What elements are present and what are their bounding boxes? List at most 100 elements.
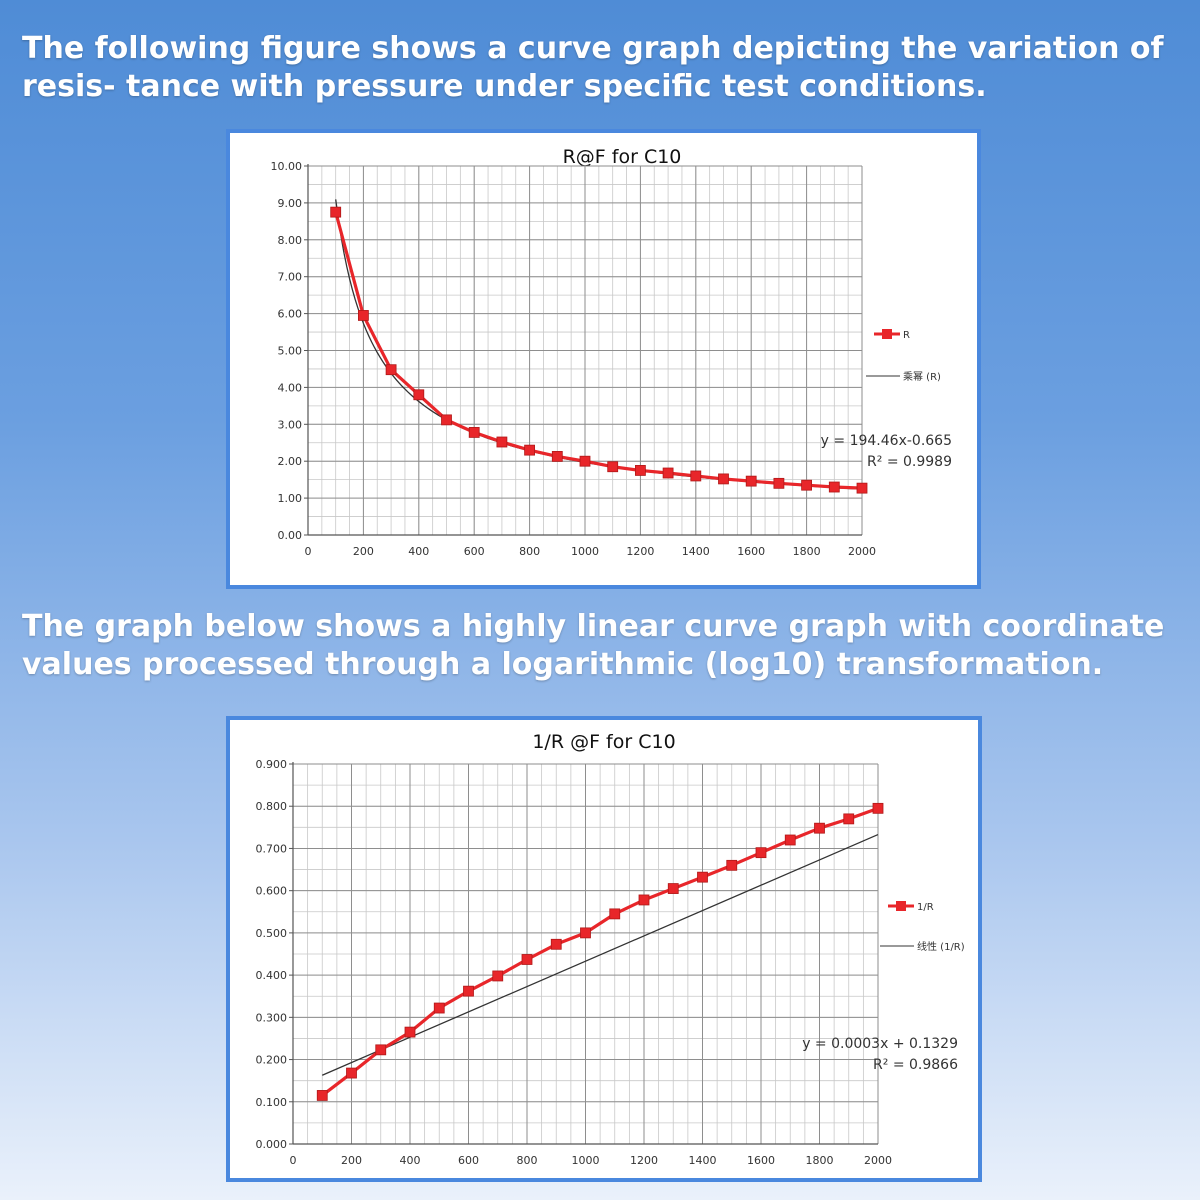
- data-point-marker: [463, 985, 474, 997]
- x-tick-label: 2000: [864, 1154, 892, 1167]
- data-point-marker: [441, 414, 452, 426]
- data-point-marker: [634, 465, 646, 476]
- data-point-marker: [524, 444, 536, 456]
- heading-bottom: The graph below shows a highly linear cu…: [22, 609, 1165, 682]
- x-tick-label: 1000: [572, 1154, 600, 1167]
- data-point-marker: [550, 938, 562, 950]
- data-point-marker: [607, 461, 619, 473]
- legend-series-marker: [896, 901, 906, 911]
- trendline-equation: y = 0.0003x + 0.1329: [802, 1036, 958, 1052]
- data-point-marker: [330, 206, 342, 218]
- x-tick-label: 0: [290, 1154, 297, 1167]
- data-point-marker: [814, 822, 825, 834]
- data-point-marker: [667, 883, 679, 894]
- x-tick-label: 1000: [571, 545, 599, 558]
- trendline-equation: y = 194.46x-0.665: [821, 433, 952, 449]
- legend-trend-label: 线性 (1/R): [917, 940, 965, 953]
- chart-panel-conductance: 1/R @F for C10 0 200 400 600 800 1000 1200 1400 1…: [226, 716, 982, 1182]
- x-tick-label: 200: [353, 545, 374, 558]
- x-tick-label: 400: [400, 1154, 421, 1167]
- data-point-marker: [726, 859, 738, 871]
- data-point-marker: [638, 894, 650, 906]
- x-tick-label: 800: [519, 545, 540, 558]
- x-tick-label: 1200: [630, 1154, 658, 1167]
- data-point-marker: [872, 802, 884, 814]
- x-tick-label: 1400: [682, 545, 710, 558]
- data-point-marker: [697, 871, 708, 883]
- data-point-marker: [357, 310, 369, 321]
- y-tick-label: 0.600: [256, 885, 288, 898]
- y-tick-label: 2.00: [278, 455, 303, 468]
- y-tick-label: 0.500: [256, 927, 288, 940]
- y-tick-label: 1.00: [278, 492, 303, 505]
- data-point-marker: [521, 954, 533, 965]
- data-point-marker: [496, 436, 508, 448]
- trendline-r-squared: R² = 0.9866: [873, 1057, 958, 1073]
- x-tick-label: 1600: [747, 1154, 775, 1167]
- data-point-marker: [580, 927, 591, 939]
- x-tick-label: 1800: [806, 1154, 834, 1167]
- chart-title: 1/R @F for C10: [532, 731, 675, 753]
- y-tick-label: 3.00: [278, 418, 303, 431]
- data-point-marker: [609, 908, 621, 920]
- legend-series-label: 1/R: [917, 902, 934, 913]
- data-point-marker: [801, 479, 812, 491]
- data-point-marker: [828, 481, 840, 493]
- heading-top: The following figure shows a curve graph…: [22, 31, 1164, 104]
- data-point-marker: [690, 470, 702, 482]
- y-tick-label: 0.100: [256, 1096, 288, 1109]
- data-point-marker: [492, 970, 504, 982]
- y-tick-label: 0.000: [256, 1138, 288, 1151]
- data-point-marker: [784, 834, 796, 846]
- y-tick-label: 0.200: [256, 1054, 288, 1067]
- x-tick-label: 1800: [793, 545, 821, 558]
- x-tick-label: 600: [464, 545, 485, 558]
- data-point-marker: [316, 1090, 328, 1101]
- chart-resistance: R@F for C10 0 200 400 600 800 1000 1200 1400 1600…: [271, 146, 953, 558]
- legend-trend-label: 乘幂 (R): [903, 371, 941, 383]
- y-tick-label: 0.700: [256, 842, 288, 855]
- x-tick-label: 1200: [626, 545, 654, 558]
- data-point-marker: [551, 451, 563, 462]
- data-point-marker: [433, 1002, 445, 1014]
- data-point-marker: [346, 1067, 357, 1079]
- chart-panel-resistance: R@F for C10 0 200 400 600 800 1000 1200 1400 1600…: [226, 129, 981, 589]
- data-point-marker: [745, 475, 757, 487]
- data-point-marker: [718, 473, 729, 485]
- y-tick-label: 7.00: [278, 271, 303, 284]
- y-tick-label: 0.00: [278, 529, 303, 542]
- data-point-marker: [375, 1044, 387, 1056]
- chart-conductance: 1/R @F for C10 0 200 400 600 800 1000 1200 1400 1…: [256, 731, 965, 1167]
- x-tick-label: 1600: [737, 545, 765, 558]
- data-point-marker: [662, 467, 674, 479]
- x-tick-label: 200: [341, 1154, 362, 1167]
- x-tick-label: 800: [517, 1154, 538, 1167]
- x-tick-label: 400: [408, 545, 429, 558]
- legend-series-label: R: [903, 330, 910, 341]
- data-point-marker: [856, 482, 868, 494]
- legend-series-marker: [882, 329, 892, 339]
- data-point-marker: [404, 1026, 416, 1038]
- data-point-marker: [579, 455, 591, 467]
- y-tick-label: 0.800: [256, 800, 288, 813]
- data-point-marker: [843, 813, 855, 825]
- x-tick-label: 2000: [848, 545, 876, 558]
- x-tick-label: 600: [458, 1154, 479, 1167]
- y-tick-label: 0.300: [256, 1011, 288, 1024]
- data-point-marker: [468, 427, 480, 438]
- chart-title: R@F for C10: [563, 146, 682, 168]
- data-point-marker: [773, 477, 785, 489]
- y-tick-label: 6.00: [278, 308, 303, 321]
- data-point-marker: [755, 847, 767, 859]
- y-tick-label: 5.00: [278, 345, 303, 358]
- y-tick-label: 4.00: [278, 381, 303, 394]
- x-tick-label: 0: [305, 545, 312, 558]
- data-point-marker: [385, 364, 397, 376]
- y-tick-label: 0.900: [256, 758, 288, 771]
- y-tick-label: 0.400: [256, 969, 288, 982]
- x-tick-label: 1400: [689, 1154, 717, 1167]
- y-tick-label: 9.00: [278, 197, 303, 210]
- y-tick-label: 8.00: [278, 234, 303, 247]
- data-point-marker: [413, 389, 425, 401]
- y-tick-label: 10.00: [271, 160, 303, 173]
